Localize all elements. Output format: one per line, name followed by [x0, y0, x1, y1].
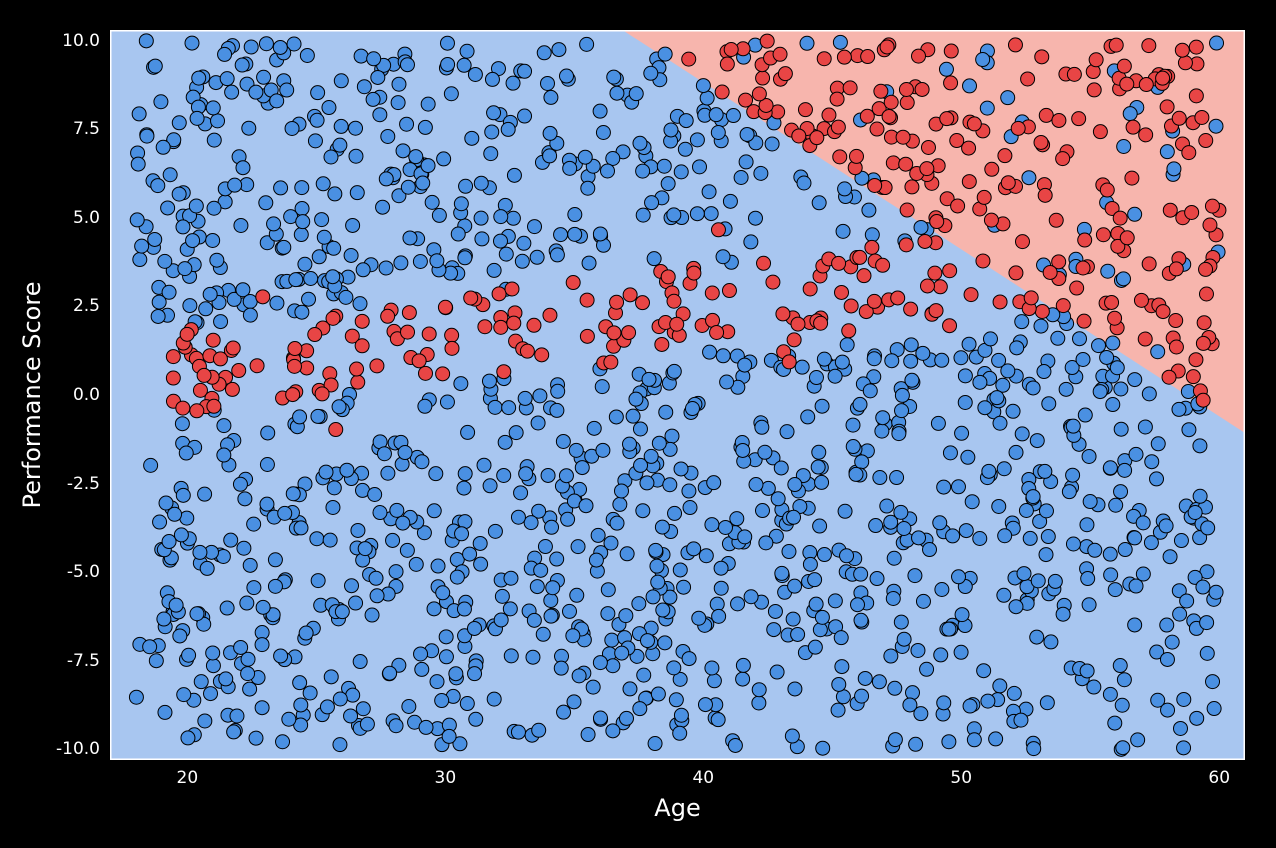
plot-area — [110, 30, 1245, 760]
y-tick-label: 0.0 — [73, 385, 100, 405]
y-tick-label: -5.0 — [67, 562, 100, 582]
y-tick-label: -7.5 — [67, 651, 100, 671]
x-tick-label: 50 — [950, 768, 972, 788]
y-tick-label: -10.0 — [56, 739, 100, 759]
y-tick-label: 7.5 — [73, 119, 100, 139]
x-tick-label: 20 — [177, 768, 199, 788]
y-tick-label: 10.0 — [62, 31, 100, 51]
y-axis-label: Performance Score — [18, 282, 46, 509]
x-tick-label: 60 — [1208, 768, 1230, 788]
x-tick-label: 40 — [692, 768, 714, 788]
y-tick-label: -2.5 — [67, 474, 100, 494]
x-axis-label: Age — [654, 794, 700, 822]
figure: Age Performance Score 20 30 40 50 60 -10.0 -7.… — [0, 0, 1276, 848]
y-tick-label: 5.0 — [73, 208, 100, 228]
x-tick-label: 30 — [435, 768, 457, 788]
y-tick-label: 2.5 — [73, 296, 100, 316]
